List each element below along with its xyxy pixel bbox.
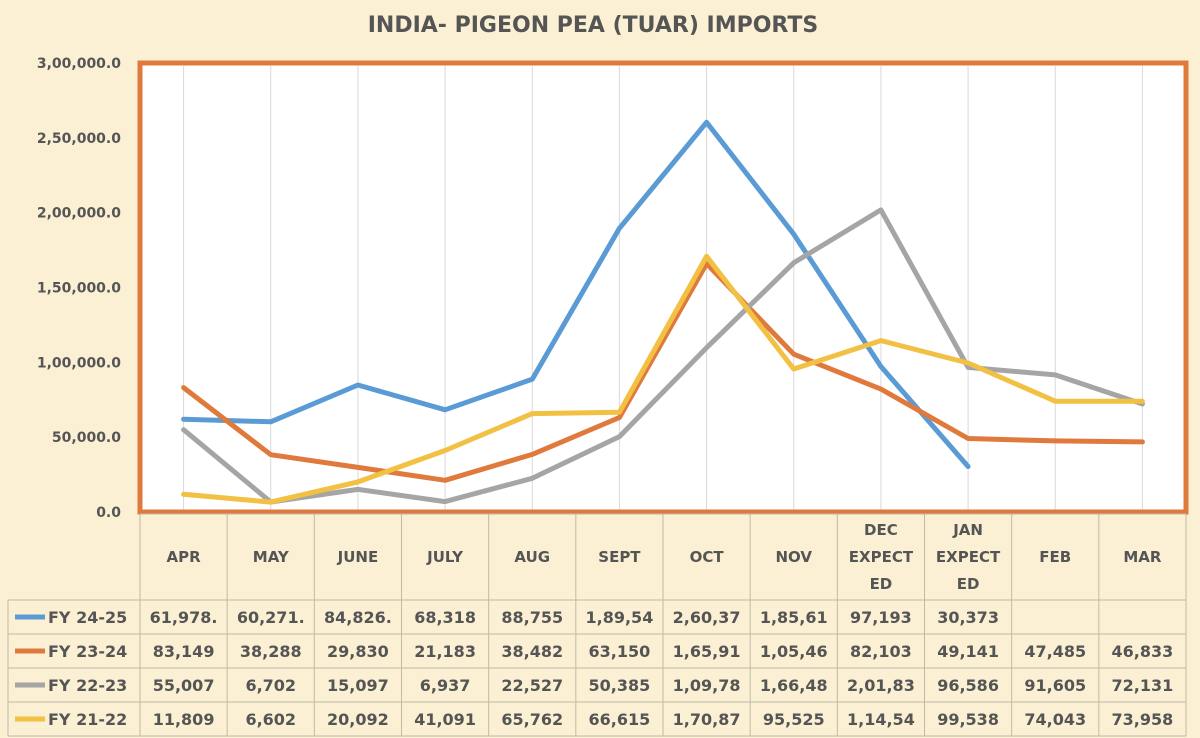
table-cell-value: 15,097 (327, 676, 389, 695)
legend-label: FY 23-24 (48, 642, 127, 661)
plot-area (140, 63, 1186, 512)
table-cell-value: 63,150 (589, 642, 651, 661)
table-cell-value: 50,385 (589, 676, 651, 695)
table-cell-value: 73,958 (1112, 710, 1174, 729)
table-cell-value: 72,131 (1112, 676, 1174, 695)
x-category-label: MAR (1123, 548, 1162, 566)
table-cell-value: 2,01,83 (847, 676, 915, 695)
table-cell-value: 38,288 (240, 642, 302, 661)
y-tick-label: 3,00,000.0 (37, 56, 121, 72)
table-cell-value: 84,826. (324, 608, 392, 627)
table-cell-value: 6,702 (245, 676, 296, 695)
table-cell-value: 97,193 (850, 608, 912, 627)
table-cell-value: 74,043 (1024, 710, 1086, 729)
table-cell-value: 22,527 (501, 676, 563, 695)
table-cell-value: 1,09,78 (673, 676, 741, 695)
table-cell-value: 38,482 (501, 642, 563, 661)
table-cell-value: 66,615 (589, 710, 651, 729)
data-table: APR MAY JUNE JULY AUG SEPT OCT NOV DEC EXPECT ED JA… (7, 513, 1187, 737)
table-cell-value: 49,141 (937, 642, 999, 661)
table-cell-value: 6,937 (420, 676, 471, 695)
table-cell-value: 1,89,54 (586, 608, 654, 627)
table-cell-value: 91,605 (1024, 676, 1086, 695)
legend-label: FY 22-23 (48, 676, 127, 695)
y-axis-ticks: 0.0 50,000.0 1,00,000.0 1,50,000.0 2,00,000.… (37, 56, 121, 521)
table-cell-value: 2,60,37 (673, 608, 741, 627)
table-cell-value: 60,271. (237, 608, 305, 627)
x-category-label: APR (167, 548, 202, 566)
table-cell-value: 83,149 (153, 642, 215, 661)
table-cell-value: 11,809 (153, 710, 215, 729)
table-cell-value: 88,755 (501, 608, 563, 627)
table-cell-value: 82,103 (850, 642, 912, 661)
x-category-label: JUNE (337, 548, 379, 566)
table-cell-value: 65,762 (501, 710, 563, 729)
legend-label: FY 24-25 (48, 608, 127, 627)
x-category-label: MAY (253, 548, 290, 566)
x-category-label: DEC EXPECT ED (849, 521, 914, 593)
table-cell-value: 46,833 (1112, 642, 1174, 661)
y-tick-label: 0.0 (96, 505, 121, 521)
y-tick-label: 2,50,000.0 (37, 131, 121, 147)
series-line (181, 253, 1145, 505)
chart-title: INDIA- PIGEON PEA (TUAR) IMPORTS (368, 13, 819, 38)
x-category-label: JAN EXPECT ED (936, 521, 1001, 593)
table-cell-value: 1,66,48 (760, 676, 828, 695)
table-cell-value: 29,830 (327, 642, 389, 661)
table-cell-value: 21,183 (414, 642, 476, 661)
table-cell-value: 20,092 (327, 710, 389, 729)
table-cell-value: 1,70,87 (673, 710, 741, 729)
table-cell-value: 61,978. (150, 608, 218, 627)
x-category-label: OCT (690, 548, 725, 566)
table-cell-value: 30,373 (937, 608, 999, 627)
table-cell-value: 41,091 (414, 710, 476, 729)
plot-border (137, 60, 1189, 515)
y-tick-label: 50,000.0 (52, 430, 121, 446)
series-lines (181, 119, 1145, 505)
table-cell-value: 1,65,91 (673, 642, 741, 661)
table-cell-value: 47,485 (1024, 642, 1086, 661)
table-cell-value: 99,538 (937, 710, 999, 729)
table-cell-value: 6,602 (245, 710, 296, 729)
x-category-label: FEB (1039, 548, 1071, 566)
table-cell-value: 1,14,54 (847, 710, 915, 729)
table-cell-value: 55,007 (153, 676, 215, 695)
series-line (181, 119, 971, 469)
legend-label: FY 21-22 (48, 710, 127, 729)
x-category-label: AUG (514, 548, 550, 566)
y-tick-label: 2,00,000.0 (37, 206, 121, 222)
y-tick-label: 1,00,000.0 (37, 355, 121, 371)
table-cell-value: 95,525 (763, 710, 825, 729)
x-category-label: JULY (426, 548, 464, 566)
table-cell-value: 1,85,61 (760, 608, 828, 627)
x-category-label: SEPT (598, 548, 641, 566)
table-cell-value: 96,586 (937, 676, 999, 695)
table-cell-value: 68,318 (414, 608, 476, 627)
y-tick-label: 1,50,000.0 (37, 281, 121, 297)
table-cell-value: 1,05,46 (760, 642, 828, 661)
series-line (181, 261, 1145, 483)
x-category-label: NOV (775, 548, 812, 566)
